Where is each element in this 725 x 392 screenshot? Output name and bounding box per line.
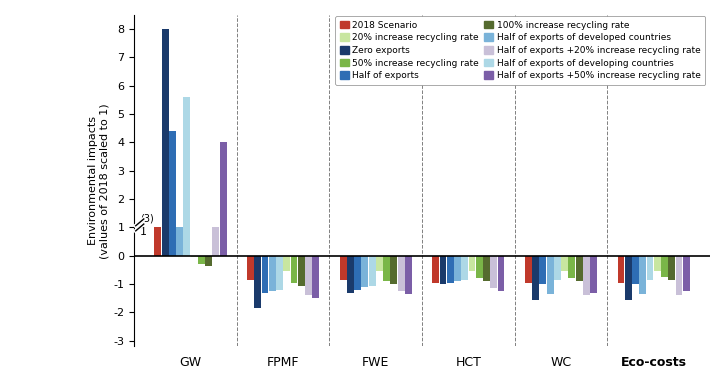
Bar [461, 256, 468, 280]
Bar [220, 142, 226, 256]
Bar [191, 256, 197, 257]
Bar [583, 256, 590, 296]
Bar [654, 256, 660, 271]
Bar [483, 256, 490, 281]
Text: (3): (3) [140, 214, 154, 224]
Bar [625, 256, 631, 300]
Bar [384, 256, 390, 281]
Bar [305, 256, 312, 296]
Bar [198, 256, 204, 264]
Bar [205, 256, 212, 266]
Y-axis label: Environmental impacts
(values of 2018 scaled to 1): Environmental impacts (values of 2018 sc… [88, 103, 109, 259]
Bar [283, 256, 290, 271]
Bar [568, 256, 576, 278]
Bar [398, 256, 405, 291]
Bar [590, 256, 597, 292]
Bar [355, 256, 361, 290]
Bar [683, 256, 689, 291]
Bar [169, 131, 176, 256]
Bar [476, 256, 483, 278]
Bar [262, 256, 268, 292]
Bar [176, 227, 183, 256]
Bar [639, 256, 646, 294]
Bar [618, 256, 624, 283]
Bar [298, 256, 304, 285]
Bar [532, 256, 539, 300]
Legend: 2018 Scenario, 20% increase recycling rate, Zero exports, 50% increase recycling: 2018 Scenario, 20% increase recycling ra… [335, 16, 705, 85]
Bar [561, 256, 568, 271]
Bar [547, 256, 554, 294]
Bar [340, 256, 347, 280]
Bar [212, 227, 219, 256]
Bar [676, 256, 682, 296]
Bar [525, 256, 532, 283]
Text: 1: 1 [140, 227, 146, 237]
Bar [539, 256, 547, 284]
Bar [291, 256, 297, 283]
Bar [369, 256, 376, 285]
Bar [554, 256, 561, 280]
Bar [490, 256, 497, 289]
Bar [254, 256, 261, 308]
Bar [632, 256, 639, 284]
Bar [391, 256, 397, 284]
Bar [432, 256, 439, 283]
Bar [276, 256, 283, 290]
Bar [312, 256, 319, 298]
Bar [376, 256, 383, 271]
Bar [647, 256, 653, 280]
Bar [668, 256, 675, 280]
Bar [247, 256, 254, 280]
Bar [154, 227, 162, 256]
Bar [162, 29, 169, 256]
Bar [269, 256, 276, 291]
Bar [439, 256, 447, 284]
Bar [454, 256, 461, 281]
Bar [468, 256, 476, 271]
Bar [576, 256, 583, 281]
Bar [405, 256, 412, 294]
Bar [661, 256, 668, 277]
Bar [362, 256, 368, 287]
Bar [183, 97, 191, 256]
Bar [447, 256, 454, 283]
Bar [347, 256, 354, 292]
Bar [497, 256, 505, 291]
